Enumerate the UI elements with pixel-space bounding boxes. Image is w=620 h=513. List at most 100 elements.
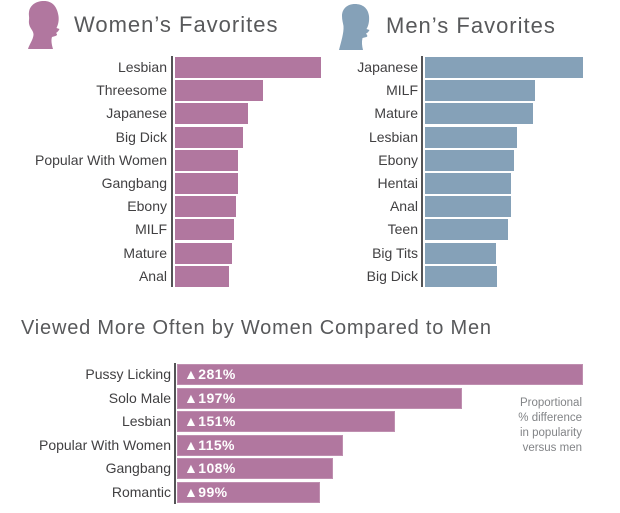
women-header: Women’s Favorites xyxy=(25,1,278,49)
note-line: versus men xyxy=(522,442,582,454)
chart-row: Popular With Women xyxy=(0,149,321,171)
percent-label: ▲281% xyxy=(184,366,236,382)
chart-row: Popular With Women ▲115% xyxy=(0,434,583,456)
bar: ▲99% xyxy=(177,481,320,503)
bar xyxy=(425,196,511,218)
silhouette-path xyxy=(339,4,370,50)
chart-row: Anal xyxy=(250,196,583,218)
comparison-chart: Pussy Licking ▲281% Solo Male ▲197% Lesbian ▲… xyxy=(0,364,583,503)
women-axis-line xyxy=(171,56,173,287)
bar xyxy=(425,149,514,171)
chart-row: Anal xyxy=(0,265,321,287)
comparison-title: Viewed More Often by Women Compared to M… xyxy=(21,317,492,339)
category-label: Anal xyxy=(138,267,167,284)
chart-row: Japanese xyxy=(250,57,583,78)
chart-row: Teen xyxy=(250,219,583,241)
category-label: Gangbang xyxy=(101,174,167,191)
category-label: Popular With Women xyxy=(34,151,167,168)
men-chart-title: Men’s Favorites xyxy=(386,13,556,38)
comparison-note: Proportional % difference in popularity … xyxy=(440,396,582,456)
chart-row: Japanese xyxy=(0,103,321,125)
bar xyxy=(175,196,236,218)
chart-row: Big Dick xyxy=(0,126,321,148)
category-label: Hentai xyxy=(377,174,418,191)
category-label: Big Dick xyxy=(115,128,167,145)
bar xyxy=(425,265,497,287)
category-label: Mature xyxy=(374,105,418,122)
category-label: Big Tits xyxy=(372,244,418,261)
bar xyxy=(175,242,232,264)
chart-row: Pussy Licking ▲281% xyxy=(0,364,583,385)
chart-row: Ebony xyxy=(0,196,321,218)
bar xyxy=(425,242,496,264)
bar xyxy=(425,219,508,241)
category-label: Threesome xyxy=(96,82,167,99)
note-line: % difference xyxy=(518,412,582,424)
bar: ▲281% xyxy=(177,364,583,385)
chart-row: Gangbang ▲108% xyxy=(0,458,583,479)
women-chart-title: Women’s Favorites xyxy=(74,12,279,37)
category-label: Anal xyxy=(389,198,418,215)
category-label: Lesbian xyxy=(368,128,418,145)
chart-row: Threesome xyxy=(0,80,321,102)
bar xyxy=(425,80,535,102)
bar xyxy=(175,57,321,78)
category-label: Teen xyxy=(387,221,418,238)
category-label: Popular With Women xyxy=(38,436,171,453)
percent-label: ▲108% xyxy=(184,460,236,476)
chart-row: Solo Male ▲197% xyxy=(0,387,583,409)
category-label: MILF xyxy=(135,221,167,238)
category-label: Japanese xyxy=(106,105,167,122)
bar xyxy=(175,149,238,171)
female-head-icon xyxy=(28,1,60,49)
chart-row: Lesbian xyxy=(0,57,321,78)
category-label: Romantic xyxy=(111,483,171,500)
chart-row: Lesbian xyxy=(250,126,583,148)
bar xyxy=(425,126,517,148)
chart-row: Gangbang xyxy=(0,172,321,194)
category-label: Ebony xyxy=(378,151,418,168)
category-label: MILF xyxy=(386,82,418,99)
bar xyxy=(175,103,248,125)
chart-row: Hentai xyxy=(250,172,583,194)
percent-label: ▲115% xyxy=(184,436,235,453)
category-label: Mature xyxy=(123,244,167,261)
women-favorites-chart: Lesbian Threesome Japanese Big Dick Popular … xyxy=(0,57,321,287)
category-label: Big Dick xyxy=(366,267,418,284)
chart-row: MILF xyxy=(250,80,583,102)
chart-row: Mature xyxy=(250,103,583,125)
category-label: Solo Male xyxy=(108,389,171,406)
note-line: in popularity xyxy=(519,427,582,439)
silhouette-path xyxy=(28,1,60,49)
bar: ▲151% xyxy=(177,411,395,432)
bar xyxy=(175,126,243,148)
bar xyxy=(175,172,238,194)
chart-row: MILF xyxy=(0,219,321,241)
bar: ▲115% xyxy=(177,434,343,456)
chart-row: Big Dick xyxy=(250,265,583,287)
bar: ▲108% xyxy=(177,458,333,479)
bar xyxy=(175,265,229,287)
chart-row: Mature xyxy=(0,242,321,264)
percent-label: ▲99% xyxy=(184,483,228,500)
men-header: Men’s Favorites xyxy=(338,2,556,50)
male-head-icon xyxy=(339,4,370,50)
percent-label: ▲151% xyxy=(184,413,236,429)
percent-label: ▲197% xyxy=(184,389,236,406)
chart-row: Lesbian ▲151% xyxy=(0,411,583,432)
bar xyxy=(175,219,234,241)
bar xyxy=(175,80,263,102)
note-line: Proportional xyxy=(519,397,582,409)
men-axis-line xyxy=(421,56,423,287)
men-favorites-chart: Japanese MILF Mature Lesbian Ebony Hentai Anal… xyxy=(250,57,583,287)
chart-row: Ebony xyxy=(250,149,583,171)
category-label: Pussy Licking xyxy=(85,366,171,382)
category-label: Gangbang xyxy=(105,460,171,476)
comparison-axis-line xyxy=(174,363,176,504)
bar xyxy=(425,103,533,125)
bar xyxy=(425,57,583,78)
chart-row: Romantic ▲99% xyxy=(0,481,583,503)
category-label: Ebony xyxy=(127,198,167,215)
category-label: Lesbian xyxy=(121,413,171,429)
